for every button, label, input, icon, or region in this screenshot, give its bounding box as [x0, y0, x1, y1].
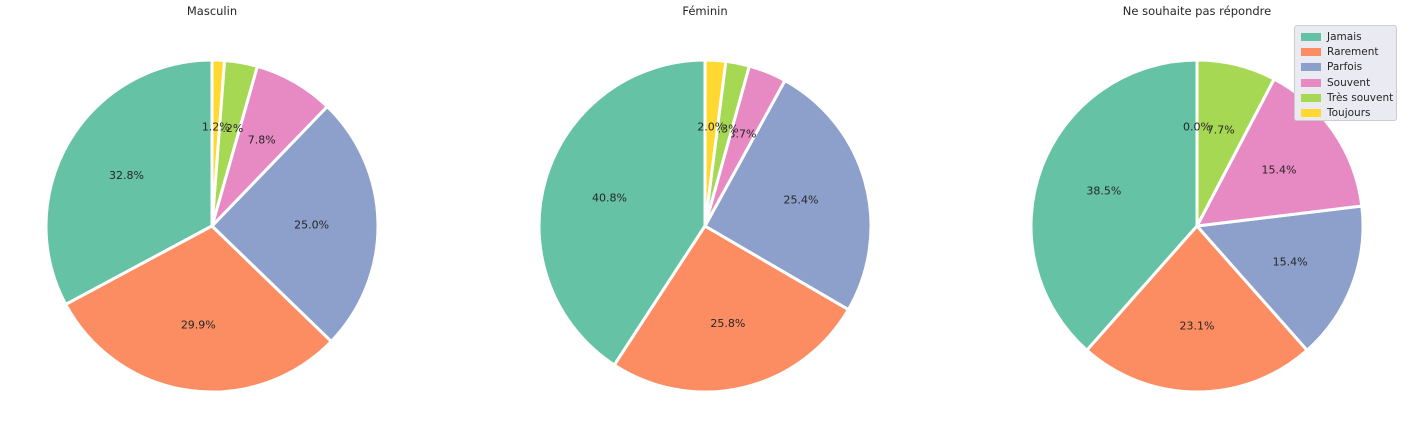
legend-item-tres-souvent: Très souvent — [1301, 90, 1396, 105]
legend-swatch-tres-souvent — [1301, 93, 1321, 102]
pie-slice-ne-souhaite-pas-repondre-tres-souvent — [1195, 58, 1276, 228]
legend-swatch-jamais — [1301, 32, 1321, 41]
legend-swatch-rarement — [1301, 47, 1321, 56]
pie-title-masculin: Masculin — [187, 4, 237, 18]
pie-slice-masculin-rarement — [64, 224, 333, 394]
pct-label-ne-souhaite-pas-repondre-rarement: 23.1% — [1180, 320, 1215, 333]
pie-slice-ne-souhaite-pas-repondre-parfois — [1195, 204, 1365, 352]
pct-label-masculin-jamais: 32.8% — [109, 169, 144, 182]
legend-label-souvent: Souvent — [1327, 76, 1371, 89]
legend-item-toujours: Toujours — [1301, 105, 1396, 120]
pie-slice-ne-souhaite-pas-repondre-jamais — [1029, 58, 1199, 352]
pie-slice-masculin-parfois — [210, 105, 380, 343]
legend-label-tres-souvent: Très souvent — [1327, 91, 1394, 104]
pct-label-masculin-toujours: 1.2% — [202, 121, 230, 134]
pie-title-ne-souhaite-pas-repondre: Ne souhaite pas répondre — [1123, 4, 1271, 18]
pie-slice-masculin-jamais — [44, 58, 214, 306]
pct-label-feminin-souvent: 3.7% — [729, 128, 757, 141]
legend-label-toujours: Toujours — [1327, 107, 1371, 120]
pie-slice-ne-souhaite-pas-repondre-rarement — [1085, 224, 1309, 394]
pct-label-masculin-rarement: 29.9% — [181, 319, 216, 332]
pie-slice-feminin-toujours — [703, 58, 728, 228]
pct-label-feminin-toujours: 2.0% — [697, 121, 725, 134]
pct-label-feminin-parfois: 25.4% — [784, 193, 819, 206]
pct-label-ne-souhaite-pas-repondre-jamais: 38.5% — [1086, 185, 1121, 198]
pct-label-masculin-parfois: 25.0% — [294, 218, 329, 231]
pie-slice-feminin-rarement — [612, 224, 850, 394]
legend-swatch-toujours — [1301, 109, 1321, 118]
pct-label-ne-souhaite-pas-repondre-toujours: 0.0% — [1183, 120, 1211, 133]
legend-item-rarement: Rarement — [1301, 44, 1396, 59]
legend-label-rarement: Rarement — [1327, 45, 1379, 58]
pct-label-feminin-rarement: 25.8% — [710, 317, 745, 330]
pct-label-ne-souhaite-pas-repondre-parfois: 15.4% — [1273, 255, 1308, 268]
pct-label-feminin-jamais: 40.8% — [592, 192, 627, 205]
pie-slice-masculin-toujours — [210, 58, 227, 228]
pie-slice-feminin-parfois — [703, 79, 873, 312]
legend-label-parfois: Parfois — [1327, 61, 1363, 74]
legend-swatch-souvent — [1301, 78, 1321, 87]
pct-label-masculin-souvent: 7.8% — [248, 134, 276, 147]
pct-label-ne-souhaite-pas-repondre-souvent: 15.4% — [1262, 163, 1297, 176]
legend-item-jamais: Jamais — [1301, 29, 1396, 44]
legend-label-jamais: Jamais — [1327, 30, 1362, 43]
pct-label-masculin-tres-souvent: 3.2% — [215, 122, 243, 135]
legend-item-souvent: Souvent — [1301, 75, 1396, 90]
pct-label-ne-souhaite-pas-repondre-tres-souvent: 7.7% — [1207, 123, 1235, 136]
legend-item-parfois: Parfois — [1301, 60, 1396, 75]
legend: Jamais Rarement Parfois Souvent Très sou… — [1294, 25, 1397, 121]
legend-swatch-parfois — [1301, 63, 1321, 72]
pie-title-feminin: Féminin — [682, 4, 727, 18]
